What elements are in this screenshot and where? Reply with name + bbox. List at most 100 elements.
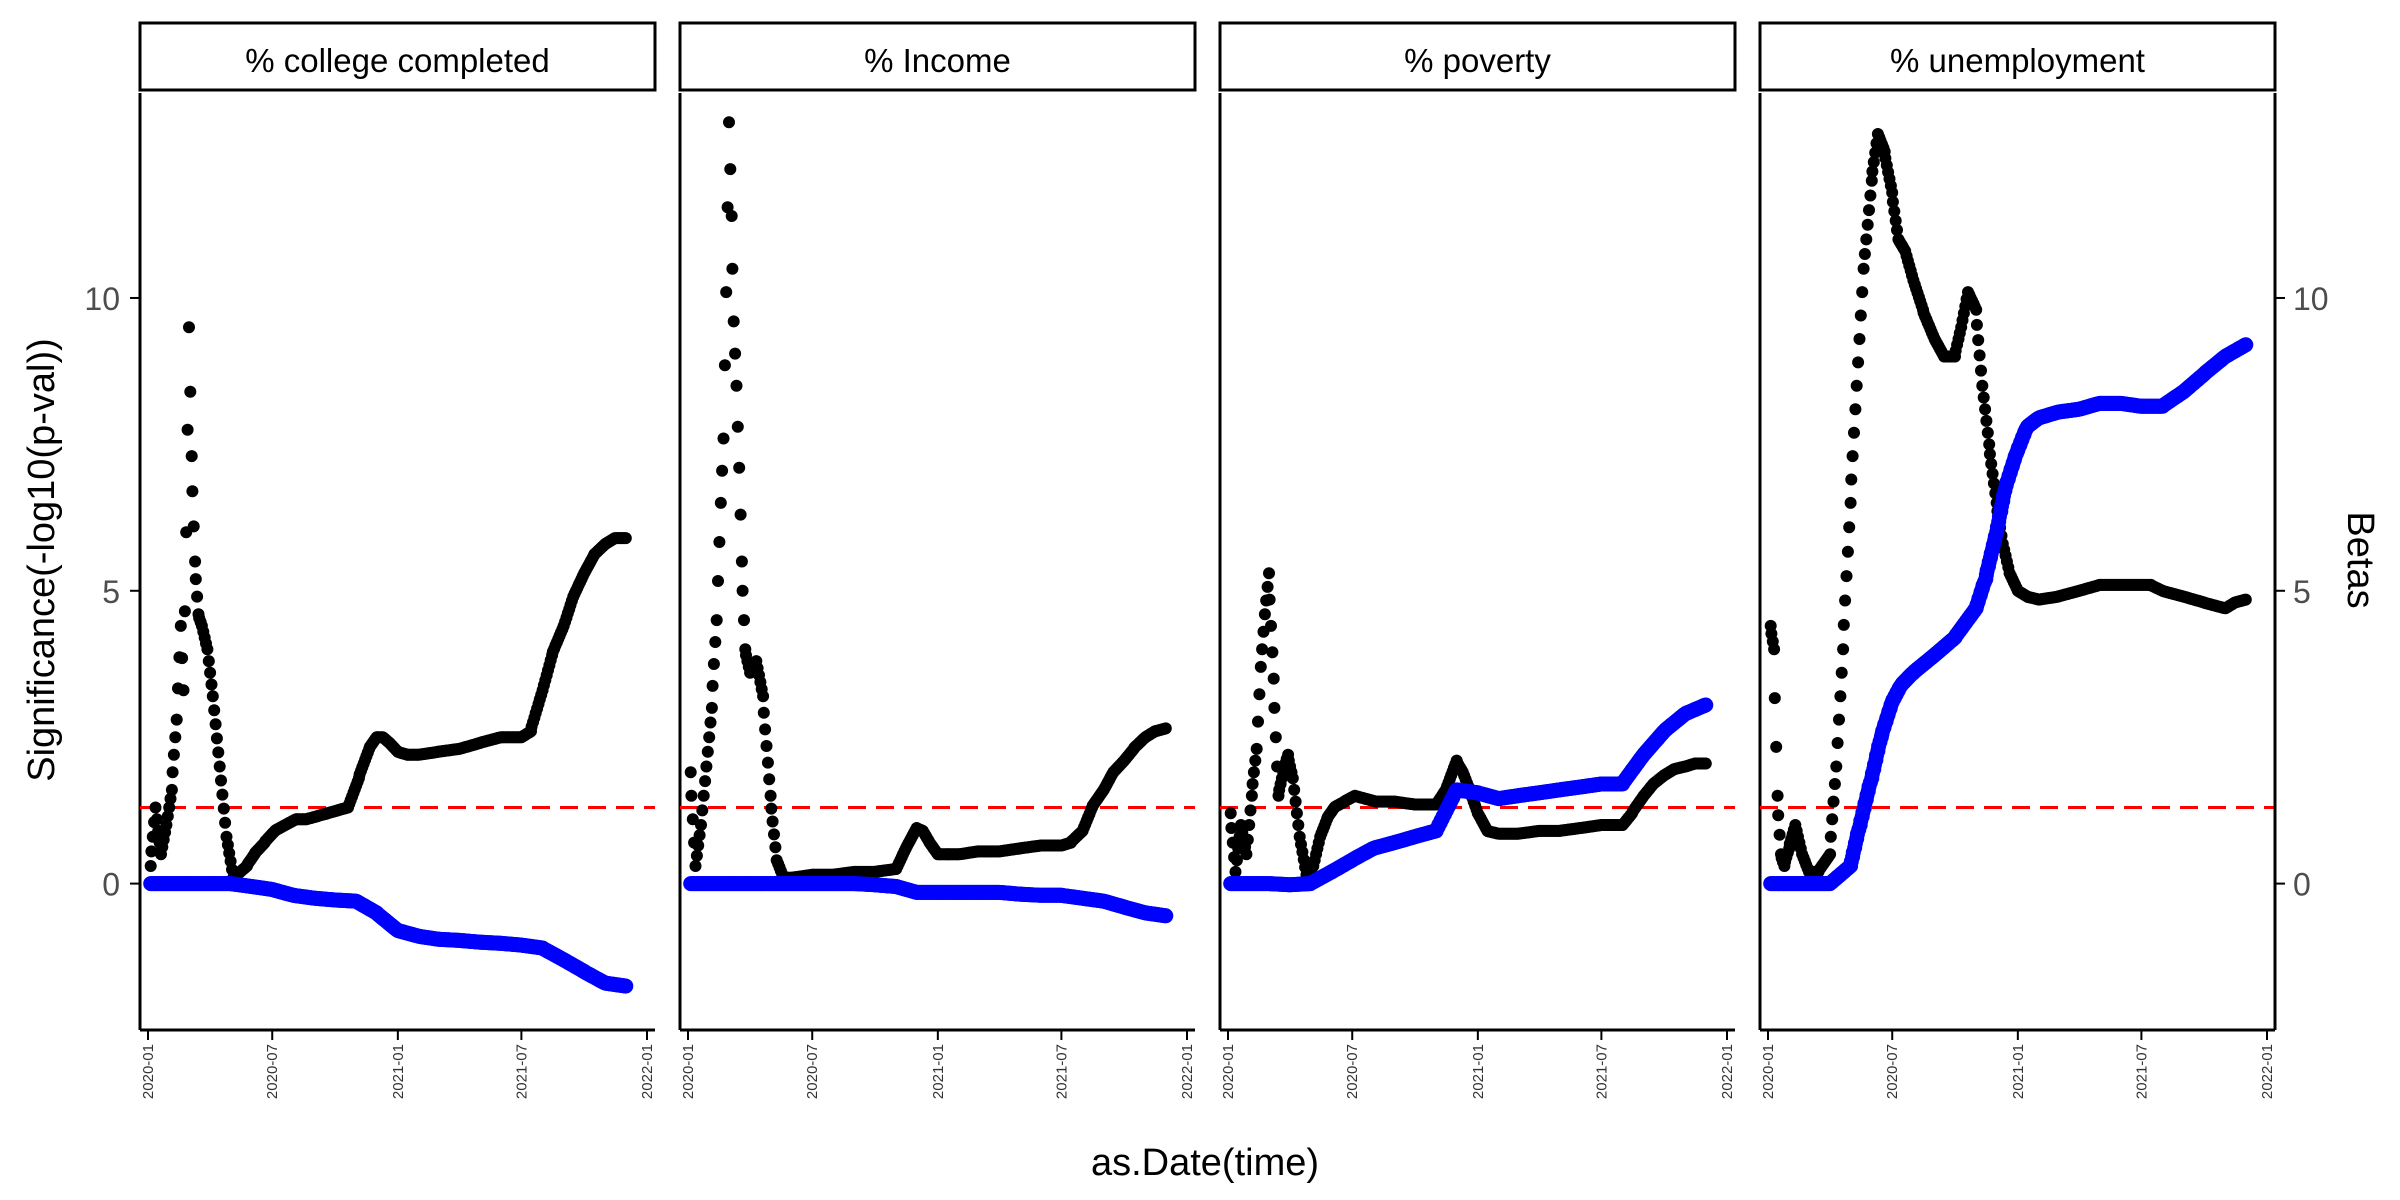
data-point <box>1263 567 1275 580</box>
data-point <box>714 496 727 509</box>
data-point <box>1837 618 1850 631</box>
y-tick-label-left: 10 <box>84 281 120 317</box>
series-black <box>684 116 1172 884</box>
data-point <box>1891 224 1903 236</box>
data-point <box>705 701 718 714</box>
data-point <box>216 788 229 801</box>
x-tick-label: 2021-01 <box>390 1044 407 1099</box>
facet-panels: % college completed 2020-01 2020-07 2021-01… <box>138 21 2277 1099</box>
data-point <box>706 679 719 692</box>
data-point <box>697 789 710 802</box>
x-tick-label: 2021-07 <box>1593 1044 1610 1099</box>
data-point <box>695 819 707 831</box>
data-point <box>201 643 214 656</box>
data-point <box>177 684 190 697</box>
data-point <box>1828 778 1841 790</box>
y-tick-label-left: 0 <box>102 867 120 903</box>
y-axis-label-left: Significance(-log10(p-val)) <box>21 338 63 782</box>
data-point <box>1849 403 1862 416</box>
series-blue <box>143 876 634 994</box>
data-point <box>209 718 222 731</box>
data-point <box>1269 731 1282 744</box>
data-point <box>726 262 739 275</box>
data-point <box>1837 643 1850 656</box>
data-point <box>1292 819 1305 831</box>
data-point <box>205 678 218 691</box>
data-point <box>1768 692 1781 705</box>
data-point <box>1970 318 1983 331</box>
data-point <box>768 828 780 841</box>
data-point <box>1856 286 1869 299</box>
data-point <box>717 432 730 445</box>
facet-panel: % college completed 2020-01 2020-07 2021-01… <box>138 21 657 1099</box>
data-point <box>1830 760 1843 773</box>
data-point <box>170 713 183 726</box>
data-point <box>184 385 197 398</box>
facet-title: % unemployment <box>1890 42 2145 79</box>
data-point <box>1970 303 1983 316</box>
data-point <box>1268 701 1281 714</box>
data-point <box>217 802 230 815</box>
series-blue <box>1763 337 2254 892</box>
data-point <box>1246 778 1259 790</box>
data-point <box>213 760 226 773</box>
data-point <box>704 716 717 729</box>
data-point <box>183 321 195 334</box>
data-point <box>1845 473 1858 486</box>
x-tick-label: 2022-01 <box>1719 1044 1736 1099</box>
data-point <box>764 789 777 802</box>
data-point <box>144 860 157 872</box>
data-point <box>1249 754 1262 767</box>
x-axis-label: as.Date(time) <box>1091 1142 1319 1184</box>
data-point <box>1843 521 1856 534</box>
data-point <box>1286 772 1299 785</box>
data-point <box>1976 379 1989 392</box>
data-point <box>1835 666 1848 679</box>
data-point <box>1985 457 1998 470</box>
data-point <box>696 804 709 817</box>
data-point <box>191 590 204 603</box>
series-blue <box>1223 697 1714 893</box>
data-point <box>619 532 632 545</box>
data-point <box>707 658 720 670</box>
data-point <box>618 978 634 994</box>
data-point <box>1772 809 1785 822</box>
data-point <box>1973 349 1986 362</box>
x-tick-label: 2021-01 <box>2010 1044 2027 1099</box>
facet-panel: % unemployment 2020-01 2020-07 2021-01 2021-… <box>1758 21 2277 1099</box>
x-tick-label: 2020-01 <box>680 1044 697 1099</box>
data-point <box>730 379 743 392</box>
data-point <box>164 792 177 805</box>
data-point <box>1834 690 1847 703</box>
data-point <box>169 731 182 744</box>
data-point <box>1972 334 1985 347</box>
data-point <box>145 845 158 858</box>
data-point <box>1230 854 1243 867</box>
data-point <box>735 555 748 568</box>
x-tick-label: 2021-07 <box>513 1044 530 1099</box>
data-point <box>185 450 198 463</box>
data-point <box>724 163 737 176</box>
data-point <box>1826 813 1839 826</box>
data-point <box>1252 715 1264 728</box>
data-point <box>1289 795 1302 808</box>
data-point <box>1771 789 1784 802</box>
data-point <box>204 666 217 679</box>
series-black <box>1764 128 2252 878</box>
data-point <box>720 286 733 299</box>
data-point <box>1245 789 1258 802</box>
y-axis-label-right: Betas <box>2339 511 2381 608</box>
data-point <box>709 636 722 648</box>
data-point <box>1888 205 1901 218</box>
data-point <box>738 614 750 627</box>
data-point <box>1886 186 1899 199</box>
data-point <box>723 116 735 129</box>
data-point <box>757 690 770 703</box>
data-point <box>713 536 726 548</box>
data-point <box>1229 865 1242 878</box>
x-tick-label: 2021-01 <box>930 1044 947 1099</box>
data-point <box>1854 309 1867 322</box>
data-point <box>1866 165 1879 178</box>
data-point <box>1254 660 1267 673</box>
data-point <box>1263 593 1276 606</box>
